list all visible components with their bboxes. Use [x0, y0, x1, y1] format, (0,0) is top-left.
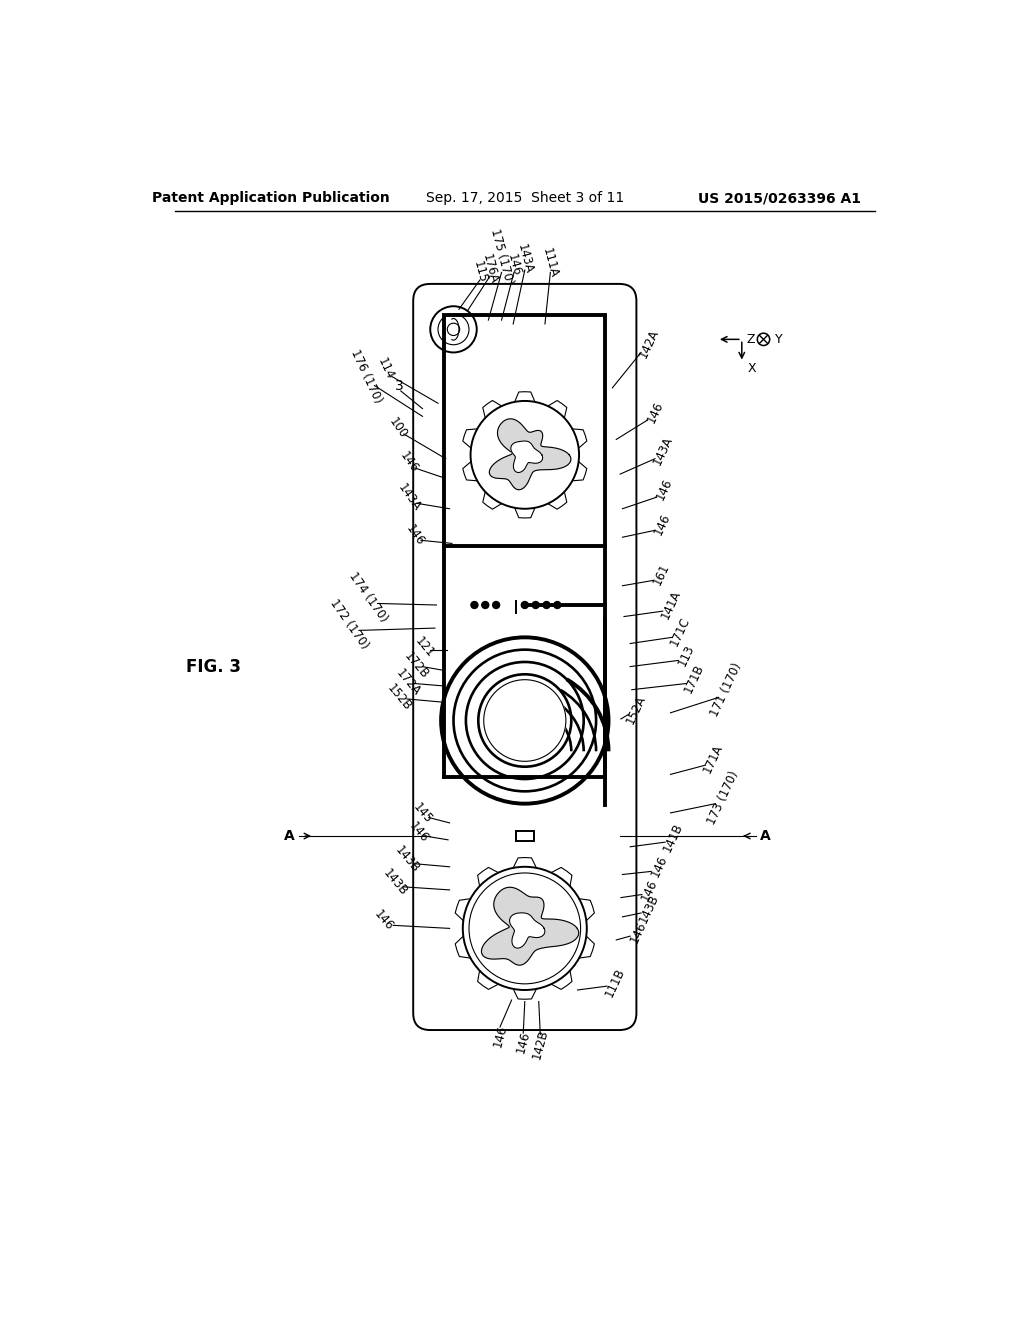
Text: 151: 151 [499, 714, 522, 727]
Text: 145: 145 [411, 800, 434, 825]
Text: 146: 146 [514, 1030, 532, 1055]
Text: 172A: 172A [394, 667, 423, 698]
Circle shape [532, 602, 540, 609]
Text: 171B: 171B [681, 661, 707, 694]
Text: 146: 146 [407, 820, 431, 845]
Text: 146: 146 [644, 400, 666, 425]
Text: 100: 100 [386, 414, 410, 441]
Text: 171A: 171A [700, 742, 725, 776]
Text: 171 (170): 171 (170) [709, 661, 744, 718]
Text: Patent Application Publication: Patent Application Publication [153, 191, 390, 206]
Bar [515, 830, 535, 841]
Text: 172 (170): 172 (170) [327, 597, 371, 652]
Text: A: A [760, 829, 770, 843]
Text: 121: 121 [413, 635, 437, 660]
Text: 142A: 142A [637, 326, 662, 360]
Text: 143A: 143A [650, 434, 675, 467]
Bar [444, 314, 605, 545]
Polygon shape [481, 887, 579, 965]
Text: 113: 113 [676, 642, 696, 668]
Text: 146: 146 [652, 511, 674, 537]
Text: 175 (170): 175 (170) [487, 227, 515, 286]
Text: 146: 146 [403, 523, 427, 549]
Text: 146: 146 [490, 1023, 509, 1049]
Text: US 2015/0263396 A1: US 2015/0263396 A1 [697, 191, 860, 206]
Circle shape [471, 602, 478, 609]
Text: A: A [284, 829, 295, 843]
Text: 152B: 152B [384, 681, 414, 713]
Text: 3: 3 [395, 379, 404, 392]
Text: 142B: 142B [530, 1027, 551, 1060]
Text: 176 (170): 176 (170) [348, 347, 385, 405]
Text: 141A: 141A [658, 589, 683, 622]
Text: 176A: 176A [479, 252, 500, 285]
Text: 141B: 141B [660, 821, 685, 854]
Text: 146: 146 [639, 876, 660, 903]
Text: 143B: 143B [392, 843, 422, 875]
Circle shape [481, 602, 488, 609]
Text: 143B: 143B [381, 866, 411, 898]
Circle shape [554, 602, 561, 609]
Text: 143B: 143B [637, 892, 662, 925]
Text: X: X [748, 362, 757, 375]
Circle shape [483, 680, 566, 762]
Text: 143A: 143A [395, 480, 423, 513]
Text: Sep. 17, 2015  Sheet 3 of 11: Sep. 17, 2015 Sheet 3 of 11 [426, 191, 624, 206]
Text: 146: 146 [653, 477, 675, 503]
Text: 143A: 143A [515, 242, 535, 275]
Text: 146: 146 [628, 919, 648, 945]
Text: 161: 161 [650, 561, 672, 587]
Polygon shape [511, 441, 543, 473]
Circle shape [521, 602, 528, 609]
Text: 152A: 152A [624, 693, 649, 726]
Text: 115: 115 [471, 260, 489, 285]
Polygon shape [489, 418, 571, 490]
Text: FIG. 3: FIG. 3 [185, 657, 241, 676]
Text: 146: 146 [397, 450, 421, 475]
Text: 111B: 111B [602, 966, 627, 999]
Text: Z: Z [746, 333, 755, 346]
Circle shape [543, 602, 550, 609]
Text: 114: 114 [375, 355, 396, 381]
Text: Y: Y [775, 333, 782, 346]
Text: 174 (170): 174 (170) [346, 570, 390, 624]
Text: 111A: 111A [540, 246, 560, 279]
Text: 146: 146 [372, 908, 396, 933]
Text: 146: 146 [505, 252, 523, 277]
FancyBboxPatch shape [414, 284, 636, 1030]
Text: 172B: 172B [401, 649, 431, 681]
Polygon shape [510, 913, 545, 948]
Text: 146: 146 [648, 854, 670, 879]
Circle shape [493, 602, 500, 609]
Text: 173 (170): 173 (170) [706, 768, 741, 826]
Text: 172C: 172C [525, 714, 558, 727]
Text: 171C: 171C [668, 615, 692, 648]
